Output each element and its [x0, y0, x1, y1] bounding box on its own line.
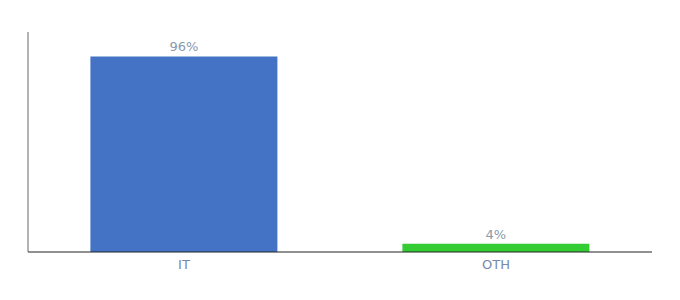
svg-text:OTH: OTH — [482, 257, 510, 272]
svg-text:96%: 96% — [169, 39, 198, 54]
svg-text:4%: 4% — [486, 227, 507, 242]
svg-text:IT: IT — [178, 257, 190, 272]
